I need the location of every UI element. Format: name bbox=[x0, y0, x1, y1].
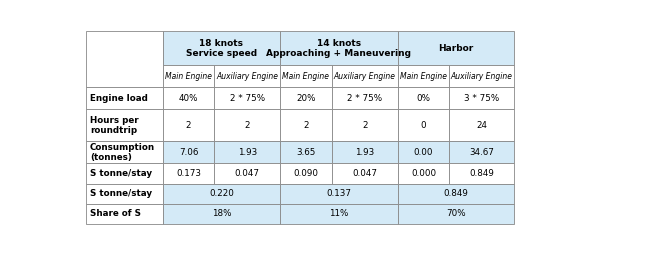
Bar bbox=[398, 204, 514, 224]
Text: 1.93: 1.93 bbox=[238, 148, 257, 157]
Text: 2 * 75%: 2 * 75% bbox=[230, 94, 265, 103]
Bar bbox=[450, 141, 514, 163]
Text: 0%: 0% bbox=[417, 94, 431, 103]
Bar bbox=[450, 65, 514, 87]
Bar bbox=[86, 31, 163, 87]
Text: 0.00: 0.00 bbox=[414, 148, 433, 157]
Bar bbox=[398, 184, 514, 204]
Bar bbox=[163, 109, 214, 141]
Bar bbox=[86, 163, 163, 184]
Text: S tonne/stay: S tonne/stay bbox=[90, 189, 152, 198]
Text: 20%: 20% bbox=[296, 94, 316, 103]
Bar bbox=[214, 163, 280, 184]
Bar bbox=[398, 141, 450, 163]
Text: 3.65: 3.65 bbox=[296, 148, 316, 157]
Text: 0.047: 0.047 bbox=[234, 169, 260, 178]
Text: Main Engine: Main Engine bbox=[283, 72, 330, 81]
Text: 0.849: 0.849 bbox=[469, 169, 494, 178]
Text: 34.67: 34.67 bbox=[469, 148, 494, 157]
Bar bbox=[280, 184, 398, 204]
Bar bbox=[398, 109, 450, 141]
Bar bbox=[332, 109, 398, 141]
Bar bbox=[280, 204, 398, 224]
Text: 2: 2 bbox=[304, 121, 309, 130]
Bar bbox=[86, 141, 163, 163]
Text: 7.06: 7.06 bbox=[179, 148, 198, 157]
Text: 18 knots
Service speed: 18 knots Service speed bbox=[186, 39, 257, 58]
Bar bbox=[163, 65, 214, 87]
Text: Main Engine: Main Engine bbox=[165, 72, 212, 81]
Text: 0.173: 0.173 bbox=[176, 169, 201, 178]
Bar bbox=[332, 141, 398, 163]
Text: 18%: 18% bbox=[212, 210, 231, 218]
Text: 2: 2 bbox=[186, 121, 191, 130]
Bar bbox=[450, 163, 514, 184]
Bar bbox=[214, 65, 280, 87]
Text: 2: 2 bbox=[362, 121, 368, 130]
Text: 0.000: 0.000 bbox=[411, 169, 436, 178]
Text: 0.137: 0.137 bbox=[326, 189, 352, 198]
Bar bbox=[86, 184, 163, 204]
Text: 0.047: 0.047 bbox=[352, 169, 377, 178]
Text: Auxiliary Engine: Auxiliary Engine bbox=[450, 72, 513, 81]
Bar bbox=[280, 163, 332, 184]
Text: Share of S: Share of S bbox=[90, 210, 141, 218]
Text: Auxiliary Engine: Auxiliary Engine bbox=[216, 72, 278, 81]
Bar bbox=[280, 141, 332, 163]
Text: Hours per
roundtrip: Hours per roundtrip bbox=[90, 116, 139, 135]
Bar bbox=[332, 65, 398, 87]
Text: 0.849: 0.849 bbox=[444, 189, 468, 198]
Text: 0: 0 bbox=[421, 121, 426, 130]
Text: 2 * 75%: 2 * 75% bbox=[347, 94, 383, 103]
Bar bbox=[163, 87, 214, 109]
Text: Harbor: Harbor bbox=[438, 44, 474, 53]
Bar bbox=[214, 109, 280, 141]
Bar bbox=[398, 87, 450, 109]
Bar bbox=[332, 87, 398, 109]
Bar bbox=[398, 163, 450, 184]
Bar bbox=[163, 31, 280, 65]
Bar bbox=[280, 31, 398, 65]
Text: 40%: 40% bbox=[179, 94, 198, 103]
Text: 0.220: 0.220 bbox=[209, 189, 234, 198]
Bar bbox=[280, 87, 332, 109]
Bar bbox=[214, 141, 280, 163]
Bar bbox=[280, 65, 332, 87]
Bar bbox=[163, 184, 280, 204]
Bar bbox=[398, 31, 514, 65]
Text: 24: 24 bbox=[476, 121, 487, 130]
Text: 0.090: 0.090 bbox=[293, 169, 318, 178]
Text: 11%: 11% bbox=[330, 210, 348, 218]
Bar bbox=[163, 163, 214, 184]
Bar bbox=[398, 65, 450, 87]
Bar bbox=[86, 204, 163, 224]
Text: Consumption
(tonnes): Consumption (tonnes) bbox=[90, 143, 155, 162]
Text: Auxiliary Engine: Auxiliary Engine bbox=[334, 72, 396, 81]
Bar bbox=[450, 87, 514, 109]
Text: S tonne/stay: S tonne/stay bbox=[90, 169, 152, 178]
Bar bbox=[163, 141, 214, 163]
Bar bbox=[163, 204, 280, 224]
Bar bbox=[280, 109, 332, 141]
Text: Main Engine: Main Engine bbox=[400, 72, 447, 81]
Text: 70%: 70% bbox=[446, 210, 466, 218]
Text: 14 knots
Approaching + Maneuvering: 14 knots Approaching + Maneuvering bbox=[267, 39, 411, 58]
Text: 2: 2 bbox=[245, 121, 250, 130]
Bar bbox=[214, 87, 280, 109]
Text: Engine load: Engine load bbox=[90, 94, 148, 103]
Bar bbox=[450, 109, 514, 141]
Text: 3 * 75%: 3 * 75% bbox=[464, 94, 499, 103]
Bar bbox=[332, 163, 398, 184]
Bar bbox=[86, 87, 163, 109]
Text: 1.93: 1.93 bbox=[355, 148, 375, 157]
Bar bbox=[86, 109, 163, 141]
